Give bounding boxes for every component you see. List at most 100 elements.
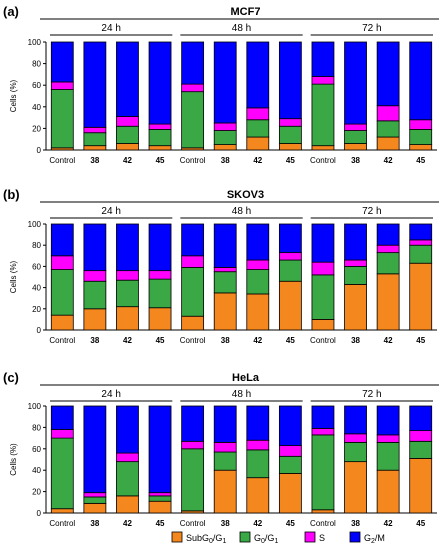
panel-title: SKOV3 [227,189,264,201]
x-tick-label: 45 [286,519,295,528]
bar-segment-g0g1 [278,455,302,474]
bar-segment-s [246,439,270,451]
panel-letter: (a) [3,4,19,19]
bar-segment-subg0g1 [278,143,302,151]
bar-segment-g0g1 [83,280,107,310]
bar-segment-s [50,81,74,90]
legend-label-g2m: G2/M [364,533,385,545]
bar-segment-s [376,105,400,122]
bar-segment-subg0g1 [409,458,433,514]
bar-segment-g0g1 [181,267,205,317]
x-tick-label: Control [310,156,336,165]
bar-segment-g2m [50,41,74,83]
bar-segment-s [278,118,302,127]
bar-segment-s [409,119,433,130]
legend-label-s: S [319,533,325,543]
bar-segment-g0g1 [311,274,335,320]
bar-segment-s [246,107,270,121]
bar-segment-subg0g1 [50,508,74,514]
bar-segment-g0g1 [83,132,107,147]
x-tick-label: 38 [90,519,99,528]
bar-segment-g2m [278,223,302,254]
bar-segment-subg0g1 [311,318,335,331]
bar-segment-g2m [409,41,433,121]
y-tick-label: 100 [28,402,42,411]
y-tick-label: 0 [37,326,42,335]
bar-segment-subg0g1 [311,509,335,514]
y-axis-label: Cells (%) [9,260,18,293]
y-tick-label: 40 [32,103,41,112]
y-axis-label: Cells (%) [9,443,18,476]
bar-segment-g2m [116,223,139,272]
y-tick-label: 80 [32,60,41,69]
legend-swatch-g0g1 [239,531,251,543]
bar-segment-g2m [181,223,205,257]
x-tick-label: 38 [221,156,230,165]
x-tick-label: 42 [253,156,262,165]
bar-segment-subg0g1 [376,469,400,514]
time-group-label: 72 h [362,23,381,34]
bar-segment-s [213,267,237,273]
bar-segment-g0g1 [181,91,205,149]
y-tick-label: 20 [32,488,41,497]
bar-segment-g0g1 [278,125,302,144]
bar-segment-g2m [148,41,172,125]
bar-segment-g0g1 [278,259,302,282]
bar-segment-g0g1 [181,448,205,512]
chart-panels: (a) MCF7 24 h 48 h 72 h 0 20 40 60 80 100 Cells (%)… [3,4,439,528]
bar-segment-s [376,244,400,254]
bar-segment-g0g1 [409,440,433,459]
x-tick-label: Control [49,336,75,345]
bar-segment-subg0g1 [116,143,139,151]
bar-segment-subg0g1 [278,280,302,331]
y-tick-label: 60 [32,81,41,90]
bar-segment-s [344,433,367,443]
bar-segment-s [213,122,237,131]
bar-segment-s [246,259,270,270]
bar-segment-s [148,270,172,280]
bar-segment-subg0g1 [83,308,107,331]
bar-segment-g2m [246,405,270,441]
bar-segment-s [116,270,139,281]
x-tick-label: Control [49,519,75,528]
x-tick-label: Control [310,519,336,528]
time-group-label: 72 h [362,206,381,217]
bar-segment-g2m [311,41,335,77]
bar-segment-s [278,445,302,457]
bar-segment-subg0g1 [50,314,74,331]
bar-segment-s [50,429,74,439]
bar-segment-g2m [181,405,205,442]
time-group-label: 24 h [101,389,120,400]
y-tick-label: 40 [32,284,41,293]
x-tick-label: 45 [416,519,425,528]
bar-segment-g0g1 [50,269,74,316]
x-tick-label: Control [49,156,75,165]
bar-segment-s [344,123,367,131]
bar-segment-g0g1 [344,441,367,463]
bar-segment-g2m [409,405,433,432]
legend: SubG0/G1 G0/G1 S G2/M [171,531,385,545]
x-tick-label: Control [180,156,206,165]
bar-segment-subg0g1 [376,273,400,331]
y-tick-label: 0 [37,146,42,155]
bar-segment-g2m [213,405,237,443]
bar-segment-subg0g1 [344,284,367,331]
bar-segment-g2m [246,41,270,109]
x-tick-label: 45 [286,336,295,345]
x-tick-label: 45 [156,156,165,165]
bar-segment-g0g1 [246,269,270,295]
bar-segment-g0g1 [213,130,237,145]
bar-segment-subg0g1 [213,292,237,331]
bar-segment-g2m [83,223,107,272]
bar-segment-g2m [181,41,205,85]
bar-segment-s [181,83,205,93]
y-tick-label: 40 [32,466,41,475]
bar-segment-g0g1 [148,129,172,147]
bar-segment-g0g1 [409,244,433,264]
bar-segment-s [311,76,335,85]
bar-segment-s [409,239,433,246]
time-group-label: 48 h [232,389,251,400]
bar-segment-subg0g1 [246,136,270,151]
y-tick-label: 20 [32,124,41,133]
y-tick-label: 80 [32,241,41,250]
